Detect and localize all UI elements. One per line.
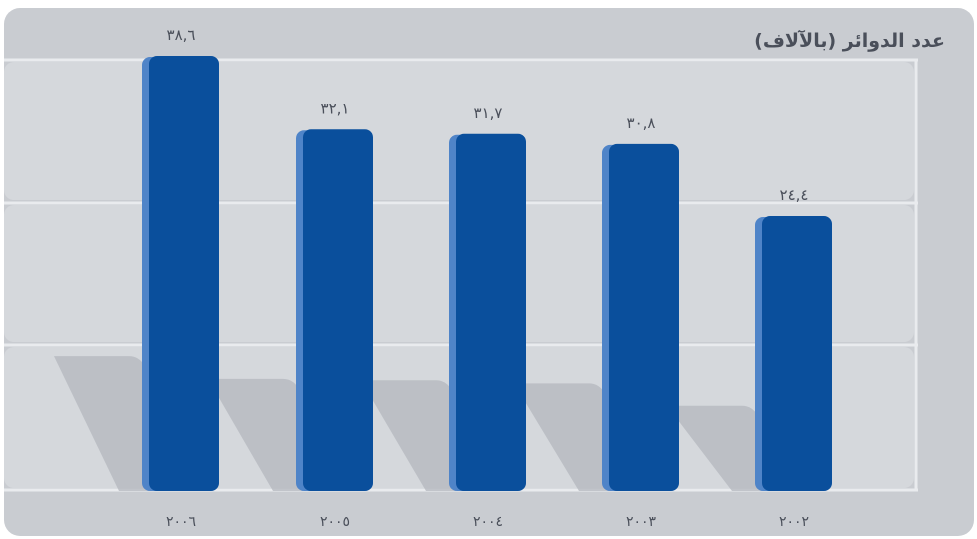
value-label: ٢٤,٤ [780,186,809,204]
x-tick-label: ٢٠٠٢ [779,514,809,530]
value-labels: ٣٨,٦ ٣٢,١ ٣١,٧ ٣٠,٨ ٢٤,٤ [167,26,809,204]
value-label: ٣٢,١ [321,99,350,117]
bar-shadow [361,380,456,491]
bar-shadow [208,378,303,491]
bar-shadows [54,356,762,491]
value-label: ٣١,٧ [474,104,503,122]
bar [303,129,373,492]
value-label: ٣٨,٦ [167,26,196,44]
bar [609,143,679,491]
x-tick-label: ٢٠٠٣ [626,514,657,530]
bar [762,216,832,491]
x-tick-labels: ٢٠٠٦ ٢٠٠٥ ٢٠٠٤ ٢٠٠٣ ٢٠٠٢ [166,514,809,530]
x-tick-label: ٢٠٠٥ [320,514,350,530]
bar-shadow [54,356,149,491]
bars [142,56,832,492]
bar-shadow [667,405,762,491]
chart-title: عدد الدوائر (بالآلاف) [754,30,945,52]
bar [149,56,219,491]
value-label: ٣٠,٨ [627,114,656,132]
grid-band [4,62,914,200]
x-tick-label: ٢٠٠٦ [166,514,196,530]
bar-shadow [514,383,609,491]
x-tick-label: ٢٠٠٤ [473,514,503,530]
bar [456,133,526,491]
